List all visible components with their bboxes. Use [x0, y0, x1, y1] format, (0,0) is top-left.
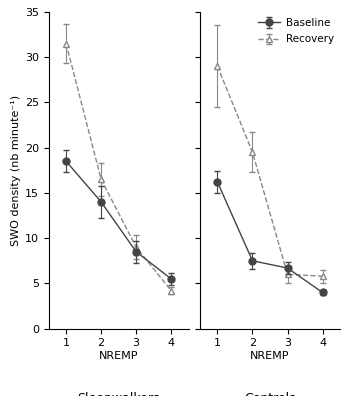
X-axis label: NREMP: NREMP [250, 351, 290, 361]
Y-axis label: SWO density (nb minute⁻¹): SWO density (nb minute⁻¹) [10, 95, 20, 246]
Text: Controls: Controls [244, 392, 296, 396]
X-axis label: NREMP: NREMP [99, 351, 138, 361]
Text: Sleepwalkers: Sleepwalkers [77, 392, 160, 396]
Legend: Baseline, Recovery: Baseline, Recovery [253, 14, 338, 49]
